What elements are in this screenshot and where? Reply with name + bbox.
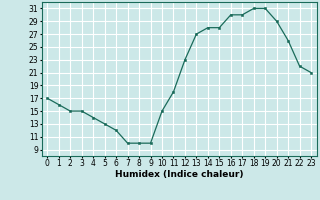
X-axis label: Humidex (Indice chaleur): Humidex (Indice chaleur) [115, 170, 244, 179]
